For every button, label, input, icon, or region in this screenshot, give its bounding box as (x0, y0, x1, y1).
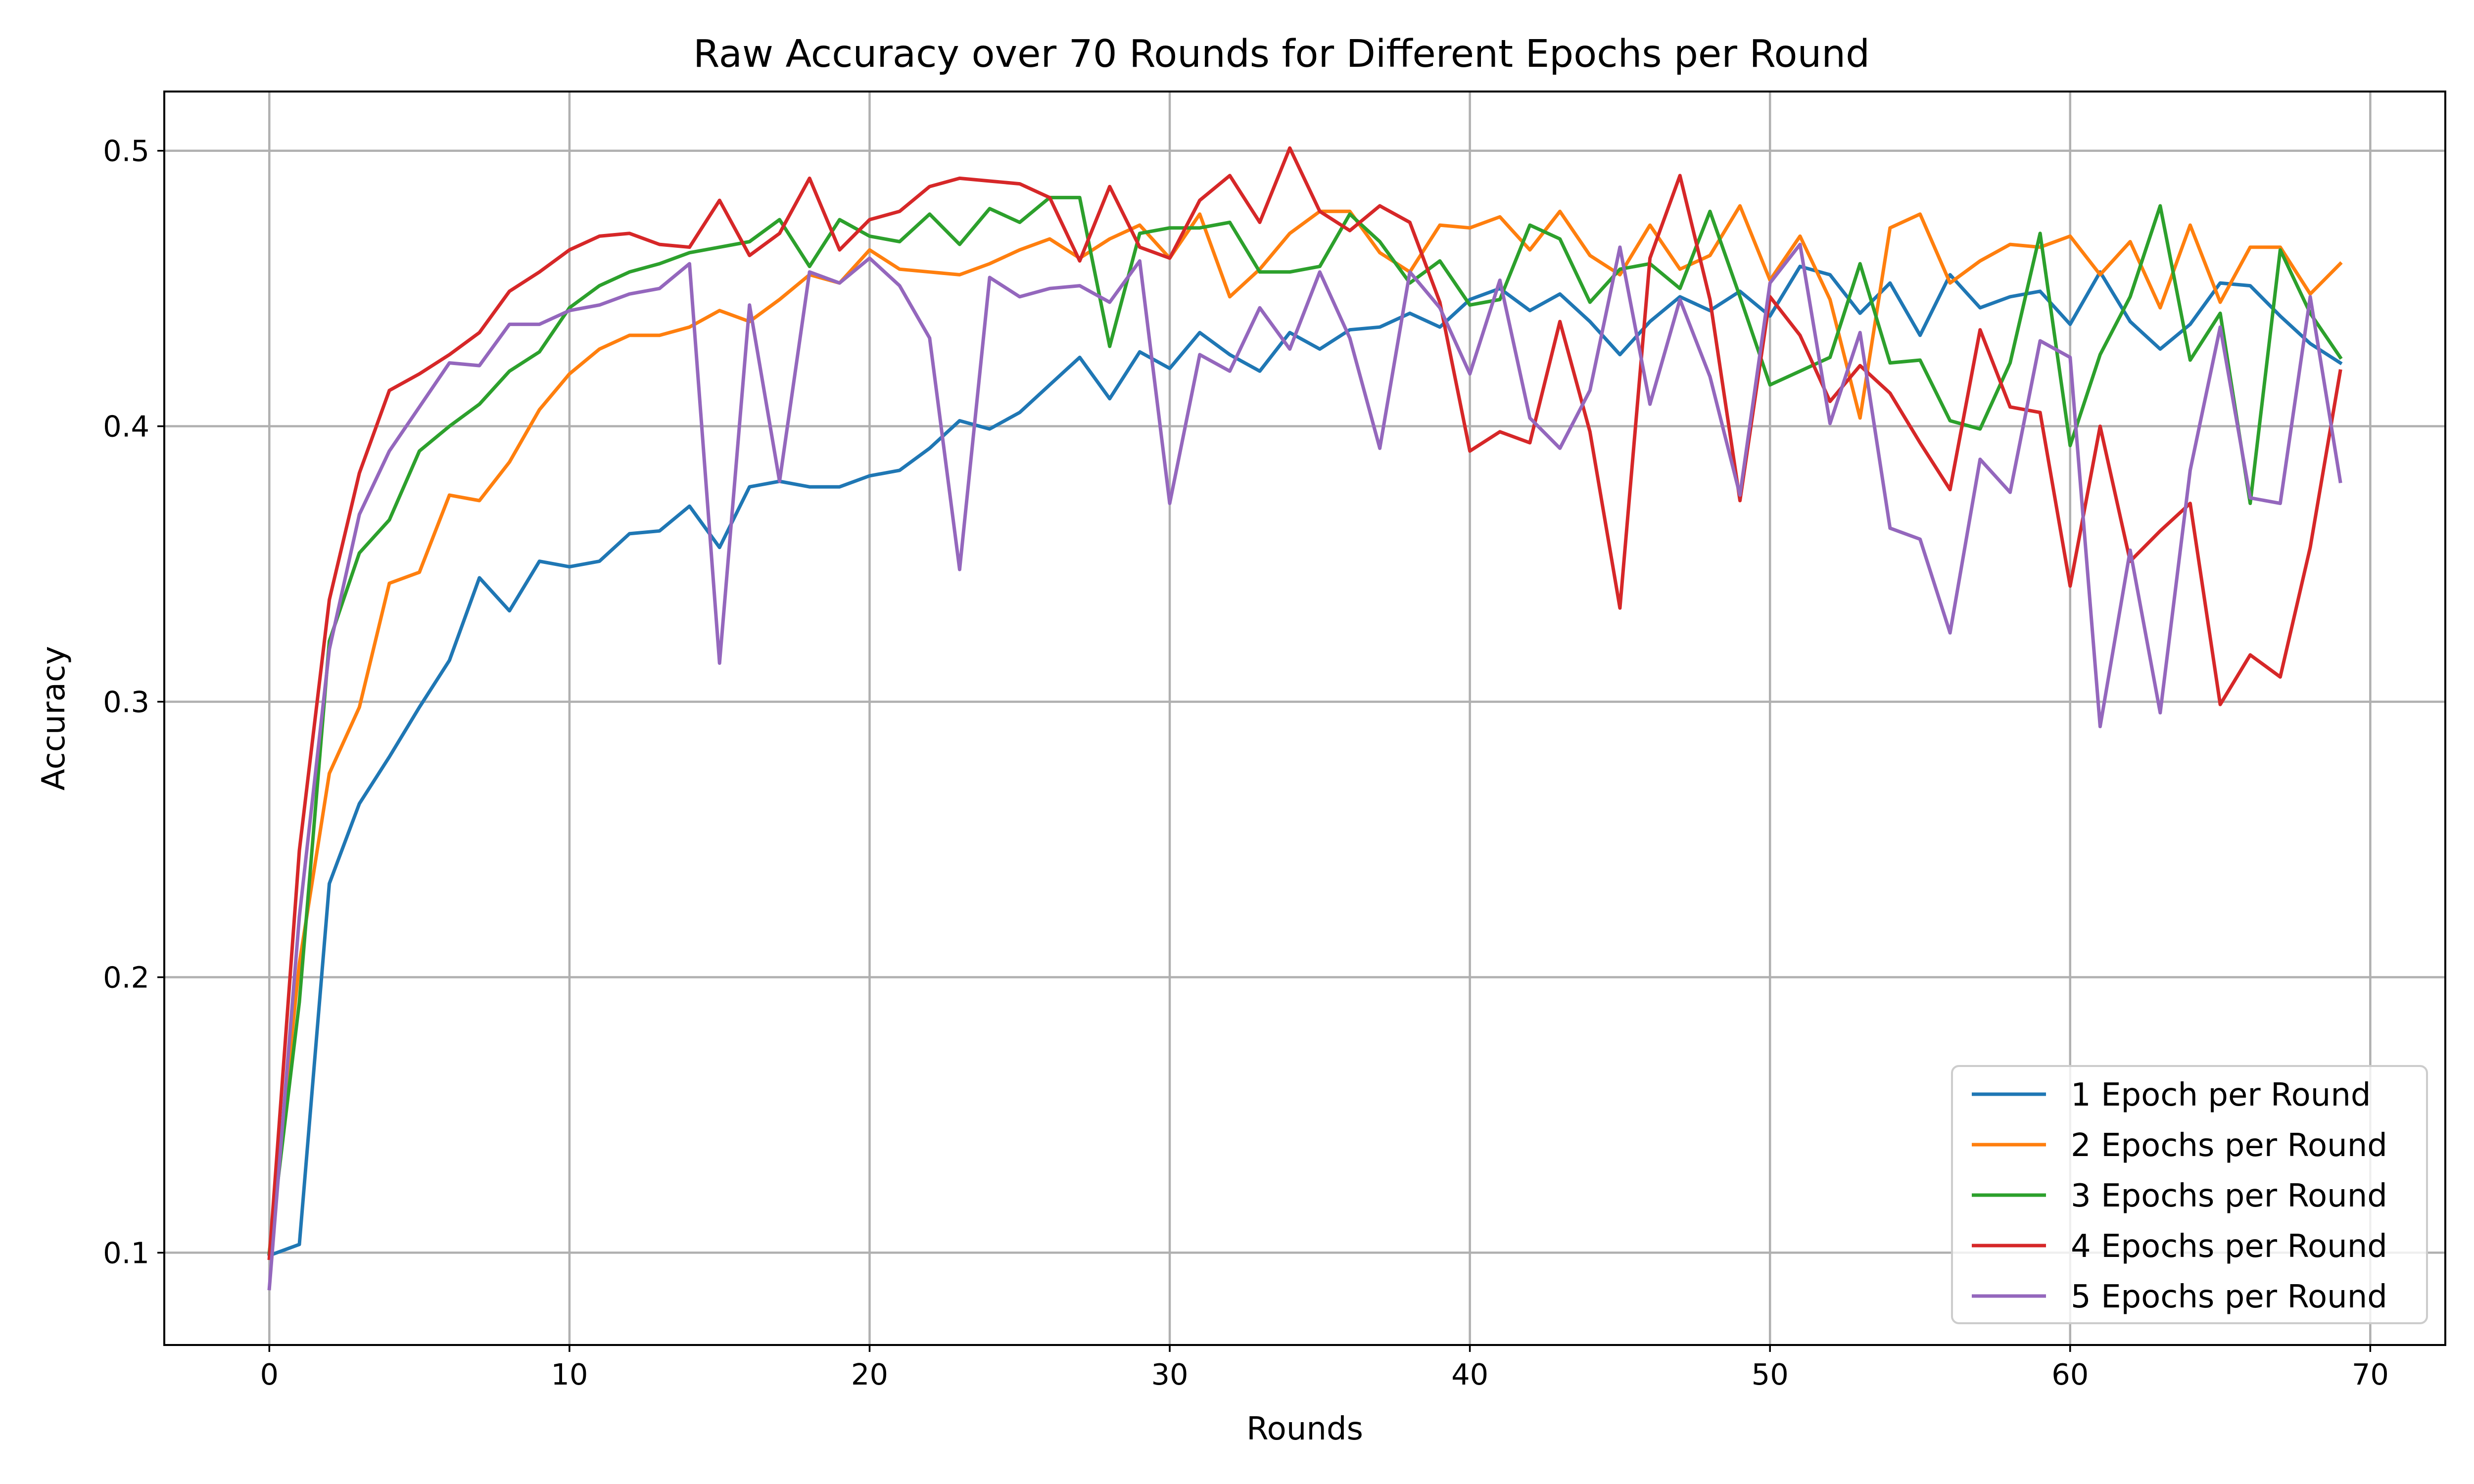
series-line-5 (267, 242, 2342, 1291)
y-tick-label: 0.4 (103, 410, 149, 444)
y-tick-label: 0.5 (103, 134, 149, 168)
x-tick-label: 70 (2352, 1357, 2389, 1391)
x-tick-label: 60 (2051, 1357, 2089, 1391)
series-line-1 (267, 265, 2343, 1258)
series-line-3 (267, 195, 2343, 1255)
legend-label-1: 1 Epoch per Round (2071, 1077, 2371, 1113)
x-axis-label: Rounds (1246, 1411, 1363, 1447)
legend: 1 Epoch per Round 2 Epochs per Round 3 Epo… (1951, 1065, 2428, 1324)
series-line-2 (267, 204, 2343, 1255)
x-tick-label: 0 (260, 1357, 279, 1391)
legend-box (1951, 1065, 2428, 1324)
x-tick-label: 40 (1451, 1357, 1488, 1391)
x-axis-ticks: 0 10 20 30 40 50 60 70 (260, 1345, 2389, 1391)
y-tick-label: 0.2 (103, 961, 149, 995)
y-axis-ticks: 0.1 0.2 0.3 0.4 0.5 (103, 134, 164, 1270)
legend-label-2: 2 Epochs per Round (2071, 1127, 2387, 1164)
x-tick-label: 10 (551, 1357, 588, 1391)
series-line-4 (267, 146, 2342, 1260)
y-tick-label: 0.3 (103, 685, 149, 719)
plot-frame (163, 91, 2446, 1346)
x-tick-label: 50 (1752, 1357, 1789, 1391)
y-tick-label: 0.1 (103, 1236, 149, 1270)
x-tick-label: 30 (1151, 1357, 1189, 1391)
grid (164, 92, 2445, 1345)
legend-label-4: 4 Epochs per Round (2071, 1228, 2387, 1265)
series-lines (267, 146, 2343, 1291)
chart-title: Raw Accuracy over 70 Rounds for Differen… (693, 32, 1870, 76)
x-tick-label: 20 (851, 1357, 888, 1391)
legend-label-5: 5 Epochs per Round (2071, 1279, 2387, 1315)
y-axis-label: Accuracy (36, 646, 72, 790)
legend-label-3: 3 Epochs per Round (2071, 1178, 2387, 1214)
